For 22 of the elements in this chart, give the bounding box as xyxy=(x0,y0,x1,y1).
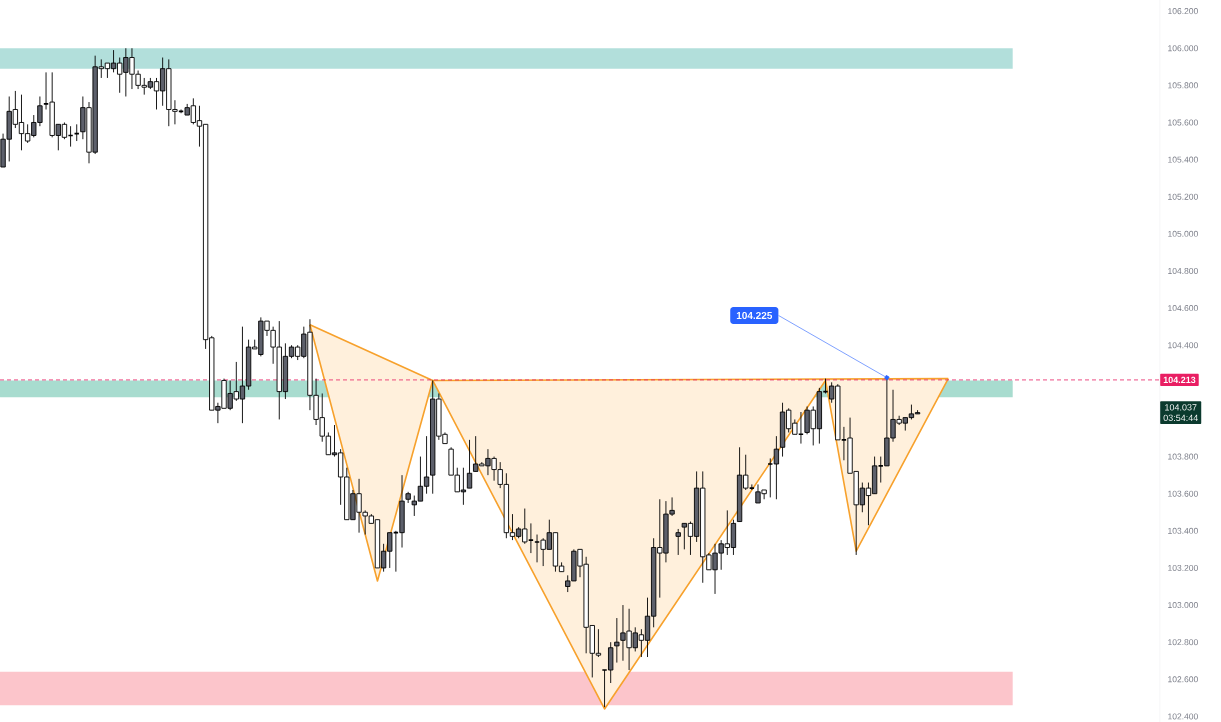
y-tick-label: 104.600 xyxy=(1168,305,1198,312)
y-tick-label: 105.400 xyxy=(1168,156,1198,163)
y-tick-label: 103.400 xyxy=(1168,527,1198,534)
y-tick-label: 103.200 xyxy=(1168,564,1198,571)
ref-line-label: 104.213 xyxy=(1163,376,1196,384)
y-tick-label: 102.400 xyxy=(1168,713,1198,720)
y-tick-label: 106.200 xyxy=(1168,8,1198,15)
text: 104.037 xyxy=(1165,404,1197,411)
y-tick-label: 105.200 xyxy=(1168,193,1198,200)
text: 03:54:44 xyxy=(1163,414,1198,422)
y-tick-label: 105.800 xyxy=(1168,82,1198,89)
y-tick-label: 102.600 xyxy=(1168,676,1198,683)
y-tick-label: 103.000 xyxy=(1168,602,1198,609)
annotation: 104.225 xyxy=(736,311,773,320)
y-tick-label: 102.800 xyxy=(1168,639,1198,646)
y-tick-label: 103.800 xyxy=(1168,453,1198,460)
y-tick-label: 104.800 xyxy=(1168,267,1198,274)
y-tick-label: 106.000 xyxy=(1168,45,1198,52)
y-tick-label: 105.000 xyxy=(1168,230,1198,237)
y-tick-label: 104.400 xyxy=(1168,342,1198,349)
y-tick-label: 103.600 xyxy=(1168,490,1198,497)
y-tick-label: 105.600 xyxy=(1168,119,1198,126)
